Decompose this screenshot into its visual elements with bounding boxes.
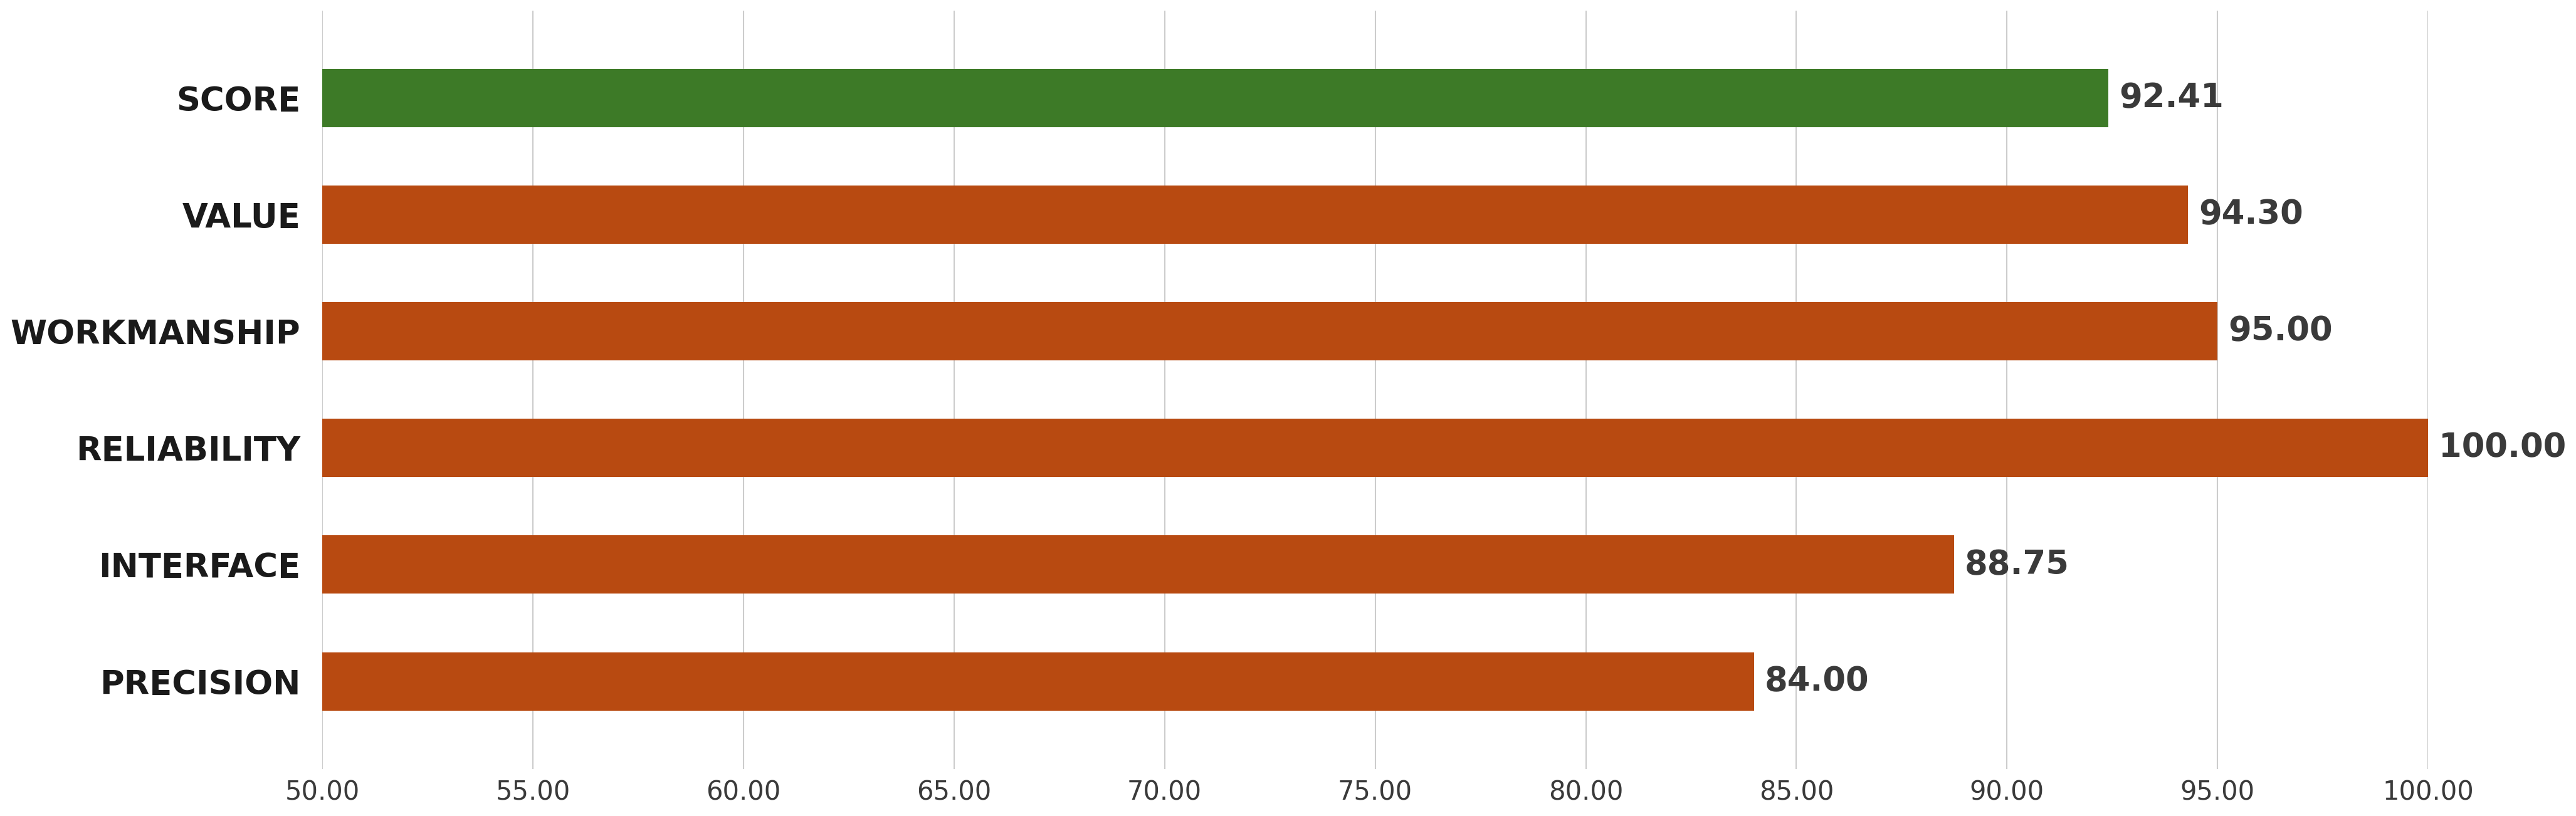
- Bar: [322, 652, 1754, 711]
- Bar: [322, 69, 2110, 127]
- Bar: [322, 302, 2218, 361]
- Text: 95.00: 95.00: [2228, 315, 2331, 348]
- Text: 94.30: 94.30: [2197, 198, 2303, 231]
- Bar: [322, 185, 2187, 244]
- Text: 100.00: 100.00: [2439, 432, 2566, 464]
- Bar: [322, 535, 1955, 594]
- Bar: [322, 419, 2429, 477]
- Text: 84.00: 84.00: [1765, 665, 1870, 698]
- Text: 92.41: 92.41: [2120, 82, 2223, 114]
- Text: 88.75: 88.75: [1965, 548, 2069, 581]
